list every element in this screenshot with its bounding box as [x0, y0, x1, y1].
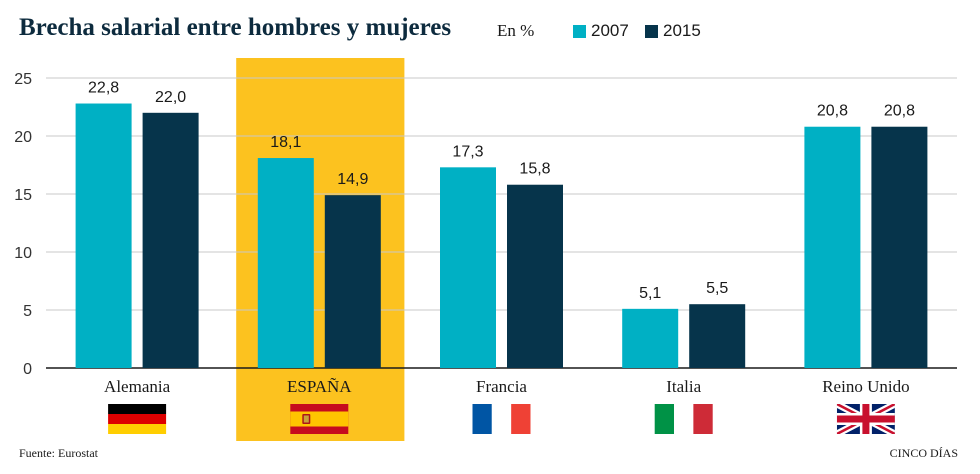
- bar-2007: [440, 167, 496, 368]
- data-label: 5,1: [639, 285, 661, 302]
- data-label: 20,8: [817, 103, 848, 120]
- data-label: 5,5: [706, 280, 728, 297]
- bar-2007: [804, 126, 861, 368]
- bar-2015: [507, 184, 563, 368]
- x-tick-label: Reino Unido: [822, 377, 909, 396]
- unit-label: En %: [497, 21, 535, 40]
- legend-item-2007: 2007: [573, 21, 629, 41]
- legend-swatch-2015: [645, 24, 658, 38]
- x-tick-label: ESPAÑA: [287, 377, 352, 396]
- chart-title: Brecha salarial entre hombres y mujeres: [19, 14, 452, 41]
- y-tick-label: 10: [14, 245, 32, 262]
- flag-spain: [290, 404, 349, 434]
- y-tick-label: 25: [14, 71, 32, 88]
- data-label: 17,3: [452, 143, 483, 160]
- data-label: 22,8: [88, 80, 119, 97]
- bar-2015: [324, 195, 381, 368]
- data-label: 18,1: [270, 134, 301, 151]
- bar-2007: [622, 308, 679, 368]
- flag-uk: [836, 404, 895, 434]
- data-label: 15,8: [519, 161, 550, 178]
- x-tick-label: Alemania: [104, 377, 171, 396]
- data-label: 22,0: [155, 89, 186, 106]
- flag-italy: [654, 404, 713, 434]
- data-label: 20,8: [884, 103, 915, 120]
- bar-2015: [689, 304, 746, 368]
- x-tick-label: Francia: [476, 377, 527, 396]
- y-tick-label: 5: [23, 303, 32, 320]
- source-note: Fuente: Eurostat: [19, 446, 98, 460]
- legend-label-2007: 2007: [591, 21, 629, 40]
- flag-germany: [108, 404, 167, 434]
- y-tick-label: 15: [14, 187, 32, 204]
- legend-item-2015: 2015: [645, 21, 701, 41]
- legend-label-2015: 2015: [663, 21, 701, 40]
- brand-label: CINCO DÍAS: [889, 446, 958, 460]
- x-tick-label: Italia: [666, 377, 701, 396]
- legend-swatch-2007: [573, 24, 586, 38]
- bar-2015: [871, 126, 928, 368]
- bar-2015: [142, 112, 199, 368]
- bar-2007: [75, 103, 132, 369]
- y-tick-label: 0: [23, 361, 32, 378]
- y-tick-label: 20: [14, 129, 32, 146]
- flag-france: [472, 404, 531, 434]
- data-label: 14,9: [337, 171, 368, 188]
- bar-2007: [257, 158, 314, 368]
